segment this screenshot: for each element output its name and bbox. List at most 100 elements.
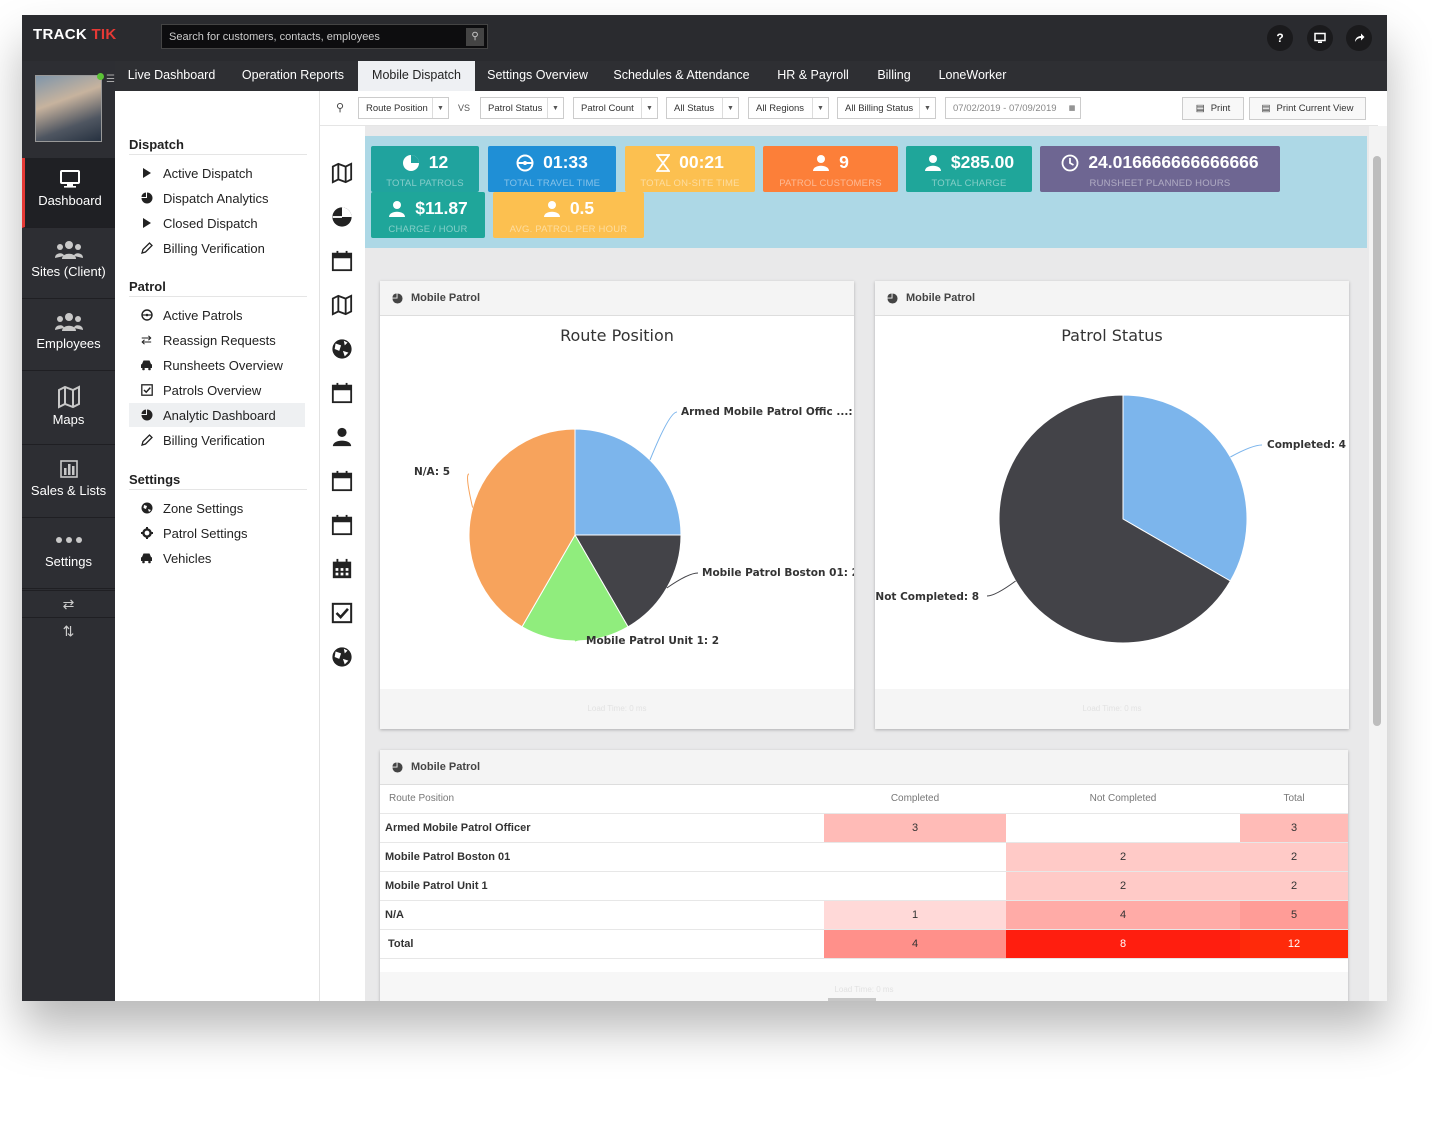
pie-slice[interactable] [468,428,576,628]
row-label-cell: Armed Mobile Patrol Officer [380,813,824,843]
map-icon[interactable] [331,294,353,316]
pdf-icon: ▤ [1195,103,1205,114]
route-position-select[interactable]: Route Position ▼ [358,97,449,119]
swap-horizontal-icon[interactable]: ⇄ [22,590,115,617]
secondary-sidebar: Dispatch Active Dispatch Dispatch Analyt… [115,91,320,1001]
steering-wheel-icon [516,154,534,171]
checkbox-icon[interactable] [331,602,353,624]
tab-live-dashboard[interactable]: Live Dashboard [127,68,216,82]
subnav-item-active-dispatch[interactable]: Active Dispatch [129,161,305,185]
row-label-cell: Mobile Patrol Unit 1 [380,871,824,901]
scrollbar-thumb[interactable] [1373,156,1381,726]
subnav-item-billing-verification-dispatch[interactable]: Billing Verification [129,236,305,260]
tracktik-logo[interactable]: TRACK TIK [33,26,117,43]
kpi-runsheet-planned-hours: 24.016666666666666 RUNSHEET PLANNED HOUR… [1040,146,1280,192]
subnav-item-dispatch-analytics[interactable]: Dispatch Analytics [129,186,305,210]
calendar-grid-icon[interactable] [331,558,353,580]
column-header[interactable]: Completed [824,785,1006,814]
swap-vertical-icon[interactable]: ⇅ [22,617,115,644]
table-row[interactable]: Armed Mobile Patrol Officer 3 3 [380,813,1348,843]
subnav-item-zone-settings[interactable]: Zone Settings [129,496,305,520]
calendar-icon[interactable] [331,514,353,536]
subnav-item-active-patrols[interactable]: Active Patrols [129,303,305,327]
menu-icon[interactable]: ☰ [106,74,115,85]
all-status-select[interactable]: All Status ▼ [666,97,739,119]
subnav-item-billing-verification-patrol[interactable]: Billing Verification [129,428,305,452]
subnav-item-vehicles[interactable]: Vehicles [129,546,305,570]
main-sidebar: ☰ Dashboard Sites (Client) Employees Map… [22,61,115,1001]
column-header[interactable]: Route Position [380,785,824,814]
subnav-item-closed-dispatch[interactable]: Closed Dispatch [129,211,305,235]
nav-sites[interactable]: Sites (Client) [22,229,115,299]
search-input[interactable] [162,30,466,43]
pie-slice[interactable] [574,428,682,536]
patrol-status-pie-chart: Completed: 4 Not Completed: 8 [875,394,1346,644]
nav-sites-label: Sites (Client) [31,264,106,279]
subnav-item-analytic-dashboard[interactable]: Analytic Dashboard [129,403,305,427]
date-range-picker[interactable]: 07/02/2019 - 07/09/2019 ▦ [945,97,1081,119]
tab-hr-payroll[interactable]: HR & Payroll [777,68,849,82]
vertical-scrollbar[interactable] [1369,126,1387,1001]
subnav-item-patrols-overview[interactable]: Patrols Overview [129,378,305,402]
clock-icon [1061,154,1079,171]
map-icon[interactable] [331,162,353,184]
avatar[interactable] [35,73,104,142]
nav-employees[interactable]: Employees [22,301,115,371]
tab-mobile-dispatch[interactable]: Mobile Dispatch [358,61,475,91]
table-row[interactable]: N/A 1 4 5 [380,900,1348,930]
globe-icon[interactable] [331,338,353,360]
pie-chart-icon [392,761,403,773]
nav-dashboard[interactable]: Dashboard [22,158,115,228]
pie-slice[interactable] [574,534,682,628]
nav-settings[interactable]: Settings [22,519,115,589]
table-row[interactable]: Total 4 8 12 [380,929,1348,959]
tab-settings-overview[interactable]: Settings Overview [487,68,588,82]
tab-loneworker[interactable]: LoneWorker [938,68,1007,82]
horizontal-scrollbar-thumb[interactable] [828,998,876,1001]
globe-icon[interactable] [331,646,353,668]
patrol-status-chart-card: Mobile Patrol Patrol Status Completed: 4… [875,281,1349,729]
table-row[interactable]: Mobile Patrol Boston 01 2 2 [380,842,1348,872]
share-icon[interactable] [1346,25,1372,51]
pie-chart-icon [140,409,153,422]
patrol-status-select[interactable]: Patrol Status ▼ [480,97,564,119]
calendar-icon[interactable] [331,470,353,492]
subnav-item-runsheets-overview[interactable]: Runsheets Overview [129,353,305,377]
tab-operation-reports[interactable]: Operation Reports [241,68,345,82]
billing-status-select[interactable]: All Billing Status ▼ [837,97,936,119]
help-icon[interactable]: ? [1267,25,1293,51]
calendar-icon: ▦ [1068,105,1076,112]
not_completed-cell: 8 [1006,929,1240,959]
app-window: TRACK TIK ⚲ ? ☰ Dashboard Sites (Client)… [22,15,1387,1001]
search-icon[interactable]: ⚲ [466,27,484,46]
calendar-icon[interactable] [331,250,353,272]
pie-slice[interactable] [1122,394,1248,582]
calendar-icon[interactable] [331,382,353,404]
user-icon [813,154,830,171]
nav-maps[interactable]: Maps [22,375,115,445]
widget-icon-rail [320,126,365,1001]
pie-chart-icon[interactable] [331,206,353,228]
search-icon[interactable]: ⚲ [336,102,345,114]
column-header[interactable]: Not Completed [1006,785,1240,814]
column-header[interactable]: Total [1240,785,1348,814]
user-icon[interactable] [331,426,353,448]
dots-icon [55,537,82,543]
tab-schedules-attendance[interactable]: Schedules & Attendance [613,68,750,82]
all-regions-select[interactable]: All Regions ▼ [748,97,829,119]
patrol-count-select[interactable]: Patrol Count ▼ [573,97,658,119]
pie-data-label: Mobile Patrol Boston 01: 2 [702,567,854,579]
subnav-item-patrol-settings[interactable]: Patrol Settings [129,521,305,545]
card-header: Mobile Patrol [380,281,854,316]
print-current-view-button[interactable]: ▤ Print Current View [1249,97,1366,120]
module-tabs: Live Dashboard Operation Reports Mobile … [115,61,1387,91]
total-cell: 3 [1240,813,1348,843]
table-header-row: Route Position Completed Not Completed T… [380,785,1348,814]
subnav-item-reassign-requests[interactable]: ⇄ Reassign Requests [141,332,276,348]
print-button[interactable]: ▤ Print [1182,97,1244,120]
nav-sales-lists[interactable]: Sales & Lists [22,448,115,518]
pie-label-connector [649,411,678,461]
monitor-icon[interactable] [1307,25,1333,51]
tab-billing[interactable]: Billing [877,68,911,82]
